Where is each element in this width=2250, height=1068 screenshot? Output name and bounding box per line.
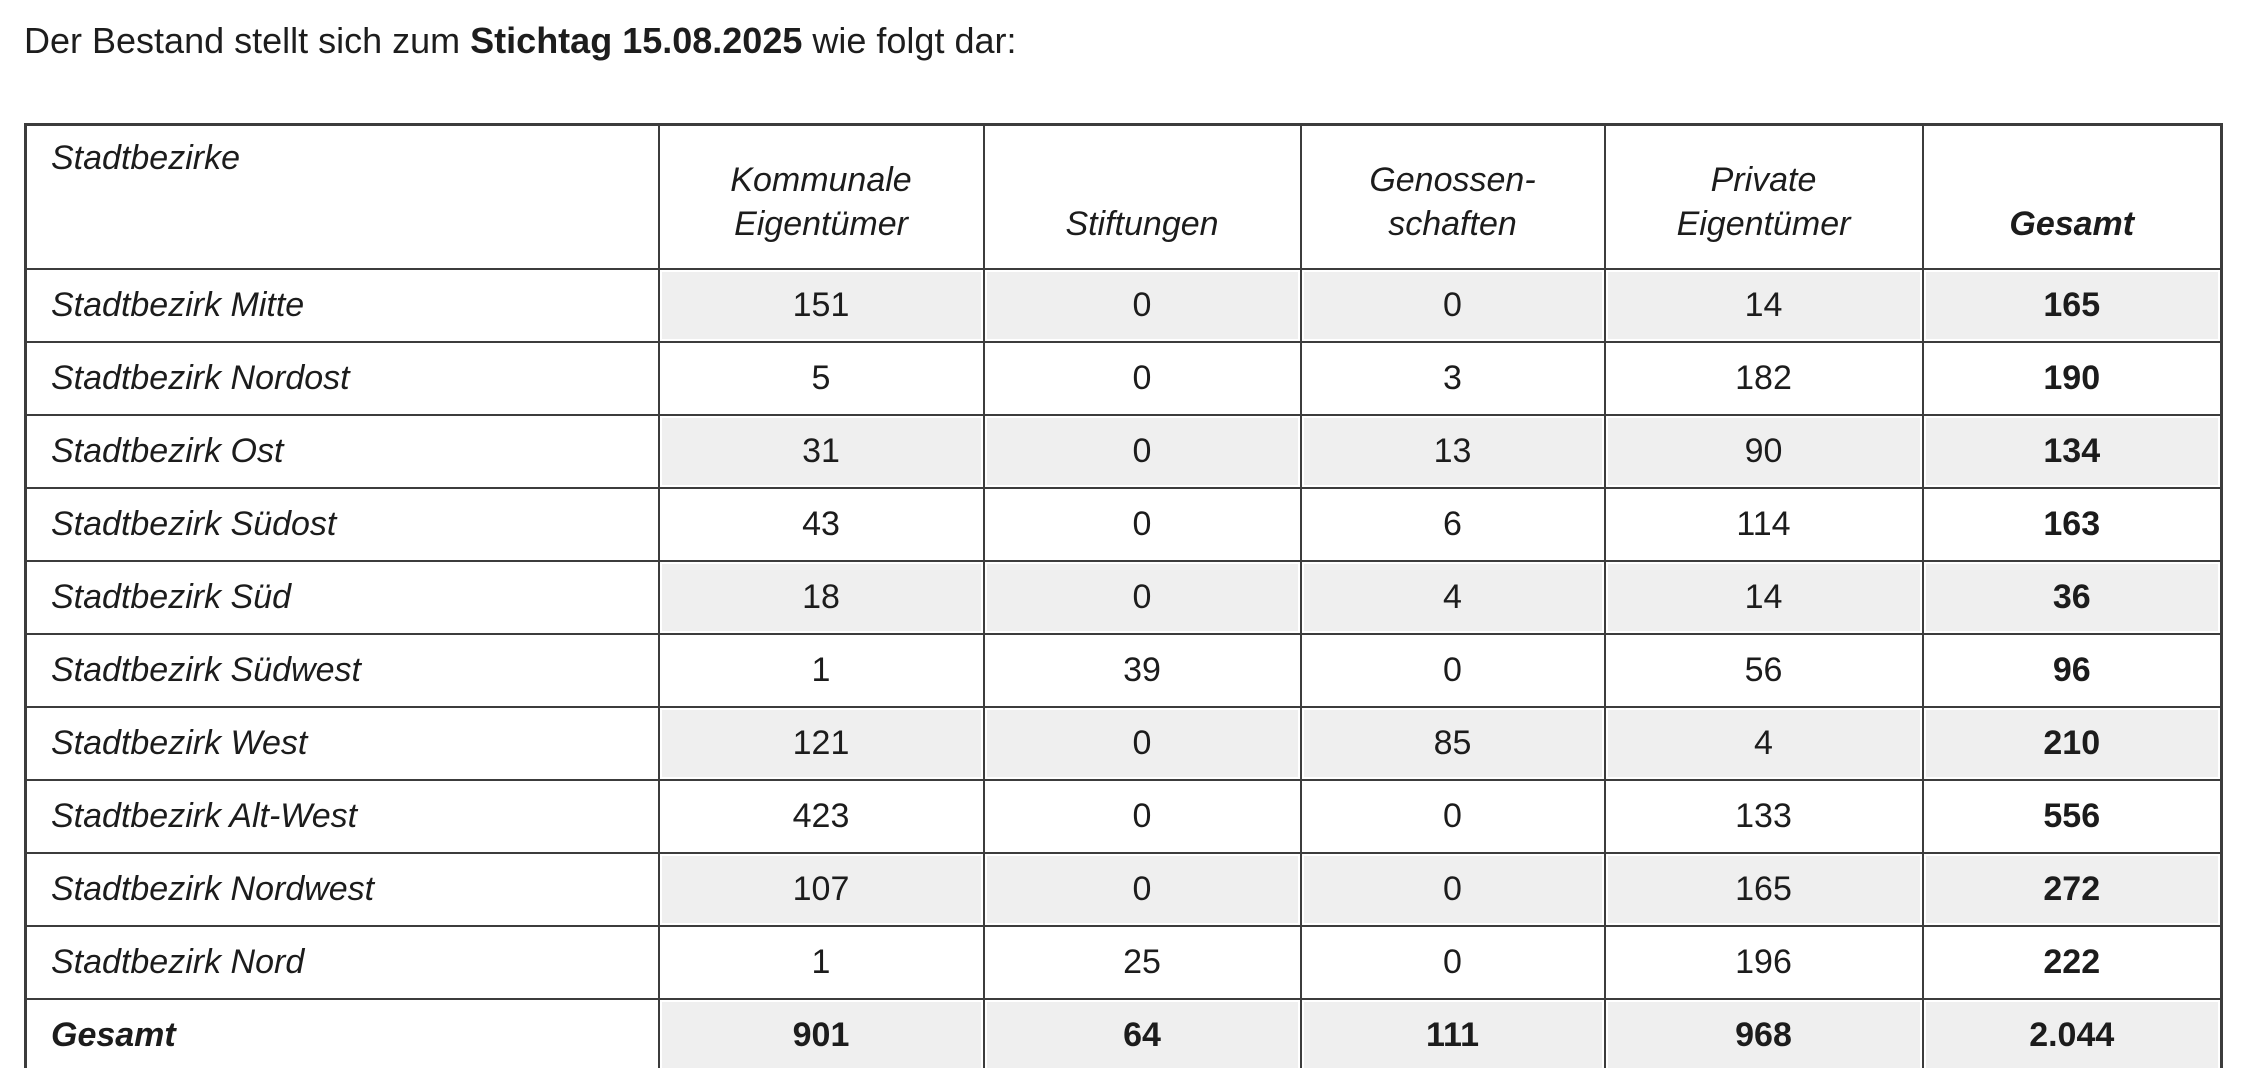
- value-cell-genossenschaften: 13: [1299, 414, 1606, 489]
- district-name-cell: Stadtbezirk Nord: [24, 925, 660, 1000]
- value-cell-stiftungen: 0: [982, 779, 1302, 854]
- value-cell-kommunale-eigentuemer: 5: [657, 341, 985, 416]
- table-header-row: Stadtbezirke Kommunale Eigentümer Stiftung…: [24, 123, 2223, 270]
- row-total-cell: 210: [1921, 706, 2223, 781]
- row-total-cell: 134: [1921, 414, 2223, 489]
- district-name-cell: Stadtbezirk Alt-West: [24, 779, 660, 854]
- row-total-cell: 96: [1921, 633, 2223, 708]
- value-cell-kommunale-eigentuemer: 151: [657, 268, 985, 343]
- value-cell-stiftungen: 0: [982, 560, 1302, 635]
- intro-prefix: Der Bestand stellt sich zum: [24, 20, 471, 61]
- value-cell-genossenschaften: 0: [1299, 852, 1606, 927]
- total-row-label: Gesamt: [24, 998, 660, 1068]
- bestand-table: Stadtbezirke Kommunale Eigentümer Stiftung…: [24, 123, 2223, 1068]
- value-cell-private-eigentuemer: 114: [1603, 487, 1924, 562]
- row-total-cell: 556: [1921, 779, 2223, 854]
- district-name-cell: Stadtbezirk Süd: [24, 560, 660, 635]
- district-row: Stadtbezirk Südost 43 0 6 114 163: [24, 487, 2223, 562]
- value-cell-private-eigentuemer: 182: [1603, 341, 1924, 416]
- value-cell-kommunale-eigentuemer: 1: [657, 925, 985, 1000]
- value-cell-kommunale-eigentuemer: 121: [657, 706, 985, 781]
- column-header-kommunale-eigentuemer: Kommunale Eigentümer: [657, 123, 985, 270]
- column-header-stiftungen: Stiftungen: [982, 123, 1302, 270]
- table-body: Stadtbezirk Mitte 151 0 0 14 165 Stadtbezirk N…: [24, 268, 2223, 1068]
- value-cell-private-eigentuemer: 4: [1603, 706, 1924, 781]
- value-cell-kommunale-eigentuemer: 423: [657, 779, 985, 854]
- value-cell-private-eigentuemer: 90: [1603, 414, 1924, 489]
- column-header-stadtbezirke: Stadtbezirke: [24, 123, 660, 270]
- value-cell-kommunale-eigentuemer: 901: [657, 998, 985, 1068]
- value-cell-kommunale-eigentuemer: 18: [657, 560, 985, 635]
- column-header-private-eigentuemer: Private Eigentümer: [1603, 123, 1924, 270]
- value-cell-private-eigentuemer: 196: [1603, 925, 1924, 1000]
- intro-stichtag-date: Stichtag 15.08.2025: [470, 20, 803, 61]
- row-total-cell: 190: [1921, 341, 2223, 416]
- value-cell-stiftungen: 0: [982, 487, 1302, 562]
- district-row: Stadtbezirk Nordwest 107 0 0 165 272: [24, 852, 2223, 927]
- value-cell-kommunale-eigentuemer: 43: [657, 487, 985, 562]
- total-row: Gesamt 901 64 111 968 2.044: [24, 998, 2223, 1068]
- row-total-cell: 163: [1921, 487, 2223, 562]
- district-name-cell: Stadtbezirk West: [24, 706, 660, 781]
- value-cell-genossenschaften: 111: [1299, 998, 1606, 1068]
- row-total-cell: 165: [1921, 268, 2223, 343]
- value-cell-genossenschaften: 3: [1299, 341, 1606, 416]
- value-cell-genossenschaften: 6: [1299, 487, 1606, 562]
- value-cell-stiftungen: 0: [982, 414, 1302, 489]
- value-cell-stiftungen: 0: [982, 852, 1302, 927]
- value-cell-private-eigentuemer: 165: [1603, 852, 1924, 927]
- district-name-cell: Stadtbezirk Nordwest: [24, 852, 660, 927]
- grand-total-cell: 2.044: [1921, 998, 2223, 1068]
- district-name-cell: Stadtbezirk Ost: [24, 414, 660, 489]
- value-cell-stiftungen: 25: [982, 925, 1302, 1000]
- district-row: Stadtbezirk Ost 31 0 13 90 134: [24, 414, 2223, 489]
- row-total-cell: 36: [1921, 560, 2223, 635]
- value-cell-private-eigentuemer: 14: [1603, 560, 1924, 635]
- value-cell-private-eigentuemer: 133: [1603, 779, 1924, 854]
- value-cell-private-eigentuemer: 56: [1603, 633, 1924, 708]
- value-cell-genossenschaften: 0: [1299, 268, 1606, 343]
- district-name-cell: Stadtbezirk Mitte: [24, 268, 660, 343]
- value-cell-kommunale-eigentuemer: 1: [657, 633, 985, 708]
- column-header-gesamt: Gesamt: [1921, 123, 2223, 270]
- district-row: Stadtbezirk West 121 0 85 4 210: [24, 706, 2223, 781]
- value-cell-stiftungen: 39: [982, 633, 1302, 708]
- district-row: Stadtbezirk Alt-West 423 0 0 133 556: [24, 779, 2223, 854]
- value-cell-genossenschaften: 4: [1299, 560, 1606, 635]
- value-cell-stiftungen: 0: [982, 341, 1302, 416]
- intro-suffix: wie folgt dar:: [802, 20, 1017, 61]
- value-cell-kommunale-eigentuemer: 107: [657, 852, 985, 927]
- district-name-cell: Stadtbezirk Südwest: [24, 633, 660, 708]
- value-cell-genossenschaften: 0: [1299, 633, 1606, 708]
- value-cell-genossenschaften: 0: [1299, 925, 1606, 1000]
- district-name-cell: Stadtbezirk Südost: [24, 487, 660, 562]
- intro-sentence: Der Bestand stellt sich zum Stichtag 15.…: [24, 18, 2250, 63]
- value-cell-private-eigentuemer: 968: [1603, 998, 1924, 1068]
- district-row: Stadtbezirk Süd 18 0 4 14 36: [24, 560, 2223, 635]
- district-row: Stadtbezirk Nord 1 25 0 196 222: [24, 925, 2223, 1000]
- column-header-genossenschaften: Genossen- schaften: [1299, 123, 1606, 270]
- row-total-cell: 272: [1921, 852, 2223, 927]
- row-total-cell: 222: [1921, 925, 2223, 1000]
- value-cell-private-eigentuemer: 14: [1603, 268, 1924, 343]
- value-cell-kommunale-eigentuemer: 31: [657, 414, 985, 489]
- value-cell-stiftungen: 0: [982, 268, 1302, 343]
- value-cell-genossenschaften: 0: [1299, 779, 1606, 854]
- district-name-cell: Stadtbezirk Nordost: [24, 341, 660, 416]
- value-cell-genossenschaften: 85: [1299, 706, 1606, 781]
- district-row: Stadtbezirk Südwest 1 39 0 56 96: [24, 633, 2223, 708]
- district-row: Stadtbezirk Nordost 5 0 3 182 190: [24, 341, 2223, 416]
- value-cell-stiftungen: 64: [982, 998, 1302, 1068]
- district-row: Stadtbezirk Mitte 151 0 0 14 165: [24, 268, 2223, 343]
- value-cell-stiftungen: 0: [982, 706, 1302, 781]
